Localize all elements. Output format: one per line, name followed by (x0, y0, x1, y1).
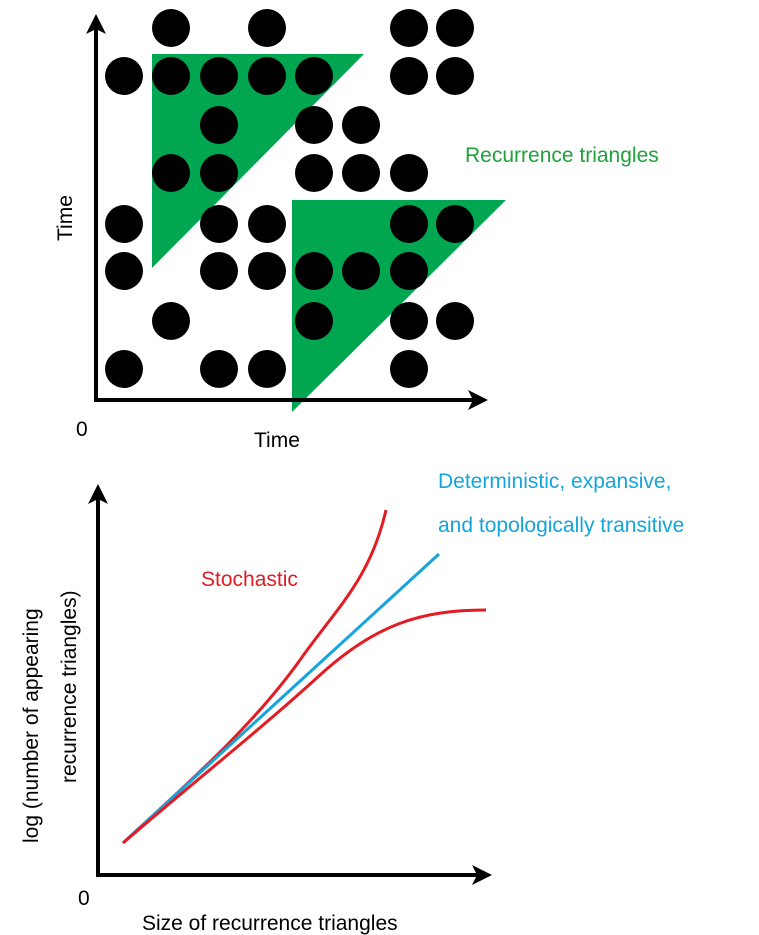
recurrence-point (390, 302, 428, 340)
recurrence-point (248, 252, 286, 290)
recurrence-point (342, 252, 380, 290)
recurrence-point (436, 302, 474, 340)
recurrence-point (390, 205, 428, 243)
recurrence-point (436, 9, 474, 47)
recurrence-point (248, 205, 286, 243)
recurrence-point (295, 302, 333, 340)
recurrence-point (105, 350, 143, 388)
bottom-x-axis-label: Size of recurrence triangles (142, 912, 398, 935)
recurrence-point (342, 106, 380, 144)
recurrence-point (152, 154, 190, 192)
growth-plot: 0 Size of recurrence triangles log (numb… (20, 470, 684, 935)
recurrence-triangles-label: Recurrence triangles (465, 144, 659, 167)
recurrence-point (200, 57, 238, 95)
recurrence-point (390, 252, 428, 290)
recurrence-point (200, 106, 238, 144)
recurrence-point (436, 205, 474, 243)
stochastic-lower-curve (122, 608, 487, 845)
top-y-axis-label: Time (54, 195, 77, 241)
recurrence-point (295, 154, 333, 192)
recurrence-point (295, 57, 333, 95)
stochastic-upper-curve (121, 509, 388, 845)
top-x-axis-label: Time (254, 429, 300, 452)
top-origin-label: 0 (76, 418, 88, 441)
recurrence-point (152, 57, 190, 95)
recurrence-point (436, 57, 474, 95)
recurrence-point (200, 350, 238, 388)
deterministic-label-line2: and topologically transitive (438, 514, 684, 537)
stochastic-label: Stochastic (201, 568, 298, 591)
recurrence-point (295, 252, 333, 290)
recurrence-point (248, 350, 286, 388)
bottom-origin-label: 0 (78, 887, 90, 910)
recurrence-point (390, 9, 428, 47)
recurrence-point (248, 9, 286, 47)
recurrence-plot: 0 Time Time Recurrence triangles (54, 9, 659, 452)
recurrence-point (200, 154, 238, 192)
recurrence-point (390, 154, 428, 192)
recurrence-point (200, 205, 238, 243)
recurrence-point (105, 252, 143, 290)
recurrence-point (342, 154, 380, 192)
recurrence-point (152, 9, 190, 47)
recurrence-point (248, 57, 286, 95)
recurrence-point (295, 106, 333, 144)
bottom-y-axis-label-line1: log (number of appearing (20, 608, 43, 843)
recurrence-point (200, 252, 238, 290)
recurrence-point (105, 205, 143, 243)
recurrence-point (390, 350, 428, 388)
deterministic-label-line1: Deterministic, expansive, (438, 470, 671, 493)
recurrence-point (105, 57, 143, 95)
recurrence-points (105, 9, 474, 388)
bottom-y-axis-label-line2: recurrence triangles) (58, 590, 81, 783)
deterministic-line (121, 552, 441, 845)
recurrence-point (390, 57, 428, 95)
recurrence-point (152, 302, 190, 340)
